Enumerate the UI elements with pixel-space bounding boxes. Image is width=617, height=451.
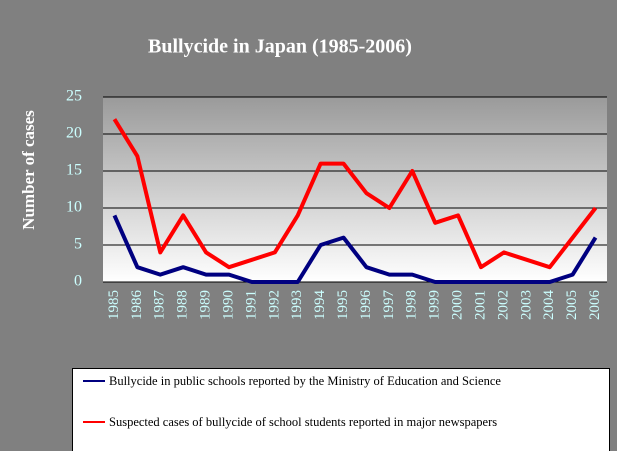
x-tick-label: 2003 [518, 290, 534, 320]
x-tick-label: 1986 [129, 290, 145, 321]
x-tick-label: 1989 [198, 290, 214, 320]
x-tick-label: 2006 [587, 290, 603, 321]
x-tick-label: 1997 [381, 290, 397, 321]
y-tick-label: 5 [74, 236, 82, 253]
legend: Bullycide in public schools reported by … [72, 368, 610, 451]
x-tick-label: 2001 [472, 290, 488, 320]
legend-swatch [83, 380, 105, 382]
legend-swatch [83, 421, 105, 423]
x-tick-label: 1988 [175, 290, 191, 320]
x-tick-label: 1995 [335, 290, 351, 320]
legend-entry: Suspected cases of bullycide of school s… [83, 415, 583, 430]
x-tick-label: 1993 [289, 290, 305, 320]
y-tick-label: 20 [66, 125, 82, 142]
y-tick-label: 15 [66, 162, 82, 179]
x-tick-label: 2002 [495, 290, 511, 320]
x-tick-label: 1985 [106, 290, 122, 320]
series-line [112, 214, 598, 284]
legend-entry: Bullycide in public schools reported by … [83, 374, 583, 389]
x-tick-label: 1996 [358, 290, 374, 321]
chart-title: Bullycide in Japan (1985-2006) [148, 36, 412, 58]
legend-label: Bullycide in public schools reported by … [109, 374, 501, 388]
x-tick-label: 1999 [427, 290, 443, 320]
y-tick-label: 10 [66, 199, 82, 216]
legend-label: Suspected cases of bullycide of school s… [109, 415, 498, 429]
series-line [112, 118, 598, 270]
x-tick-label: 1991 [243, 290, 259, 320]
x-tick-label: 2005 [564, 290, 580, 320]
x-tick-label: 2000 [450, 290, 466, 320]
x-tick-label: 1992 [266, 290, 282, 320]
y-tick-label: 0 [74, 273, 82, 290]
x-tick-label: 2004 [541, 290, 557, 321]
y-tick-label: 25 [66, 88, 82, 105]
x-tick-label: 1987 [152, 290, 168, 321]
x-tick-label: 1994 [312, 290, 328, 321]
x-tick-label: 1998 [404, 290, 420, 320]
x-tick-label: 1990 [220, 290, 236, 320]
y-axis-label: Number of cases [19, 110, 38, 230]
